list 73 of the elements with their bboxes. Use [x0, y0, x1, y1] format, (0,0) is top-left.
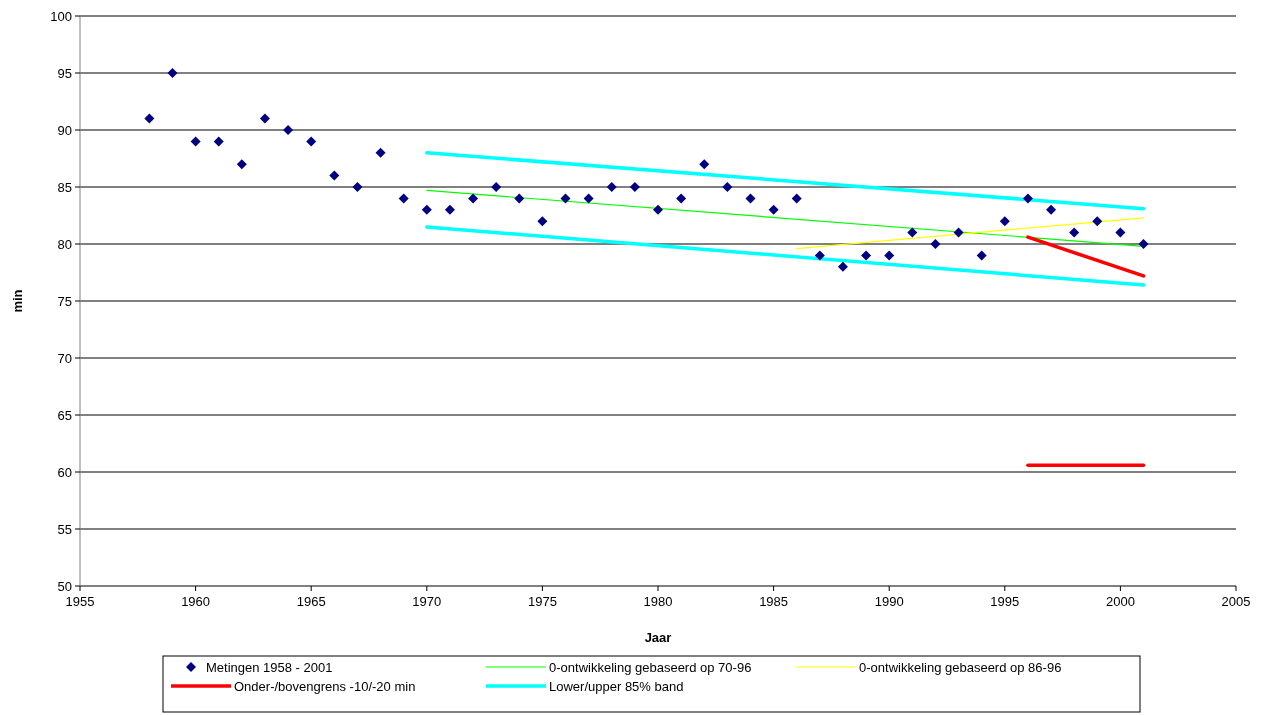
point — [930, 239, 941, 249]
y-tick-label: 70 — [57, 350, 72, 366]
x-tick-label: 1980 — [643, 594, 673, 609]
point — [398, 193, 409, 204]
x-tick-label: 1985 — [759, 594, 789, 609]
point — [837, 261, 848, 272]
point — [953, 227, 964, 238]
point — [213, 136, 224, 147]
point — [144, 113, 155, 124]
y-tick-label: 60 — [57, 464, 72, 480]
point — [259, 113, 270, 124]
y-tick-label: 75 — [57, 293, 72, 309]
legend-label: 0-ontwikkeling gebaseerd op 86-96 — [859, 659, 1062, 675]
y-tick-label: 95 — [57, 65, 72, 81]
point — [1046, 204, 1057, 215]
point — [1092, 216, 1103, 227]
legend-label: 0-ontwikkeling gebaseerd op 70-96 — [549, 659, 752, 675]
point — [421, 204, 432, 215]
point — [745, 193, 756, 204]
y-tick-label: 100 — [50, 8, 72, 24]
y-tick-label: 80 — [57, 236, 72, 252]
point — [444, 204, 455, 215]
y-axis-title: min — [10, 289, 25, 313]
point — [861, 250, 872, 261]
x-tick-label: 2005 — [1221, 594, 1251, 609]
point — [1022, 193, 1033, 204]
point — [653, 204, 663, 215]
point — [167, 68, 178, 78]
point — [190, 136, 201, 147]
point — [560, 193, 571, 204]
y-tick-label: 85 — [57, 179, 72, 195]
point — [676, 193, 687, 204]
point — [884, 250, 895, 261]
point — [999, 216, 1010, 227]
x-tick-label: 1965 — [296, 594, 326, 609]
point — [791, 193, 802, 204]
point — [1069, 227, 1080, 238]
legend-label: Metingen 1958 - 2001 — [206, 659, 333, 675]
y-tick-label: 90 — [57, 122, 72, 138]
x-tick-label: 2000 — [1105, 594, 1135, 609]
point — [236, 159, 247, 170]
point — [699, 159, 710, 170]
point — [814, 250, 825, 261]
point — [283, 125, 294, 135]
x-tick-label: 1975 — [527, 594, 557, 609]
x-tick-label: 1955 — [65, 594, 95, 609]
point — [976, 250, 987, 261]
point — [352, 182, 363, 192]
point — [537, 216, 548, 227]
x-tick-label: 1960 — [181, 594, 211, 609]
point — [629, 182, 640, 192]
y-tick-label: 55 — [57, 521, 72, 537]
point — [514, 193, 525, 204]
point — [583, 193, 594, 204]
point — [722, 182, 733, 192]
point — [1138, 239, 1149, 249]
x-tick-label: 1970 — [412, 594, 442, 609]
point — [468, 193, 479, 204]
legend-label: Lower/upper 85% band — [549, 678, 684, 694]
x-axis-title: Jaar — [644, 630, 672, 645]
point — [1115, 227, 1126, 238]
y-tick-label: 65 — [57, 407, 72, 423]
point — [606, 182, 617, 192]
point — [491, 182, 502, 192]
point — [768, 204, 779, 215]
y-tick-label: 50 — [57, 578, 72, 594]
legend-label: Onder-/bovengrens -10/-20 min — [234, 678, 416, 694]
point — [375, 147, 386, 158]
x-tick-label: 1990 — [874, 594, 904, 609]
x-tick-label: 1995 — [990, 594, 1020, 609]
point — [907, 227, 918, 238]
point — [329, 170, 340, 181]
point — [306, 136, 317, 147]
